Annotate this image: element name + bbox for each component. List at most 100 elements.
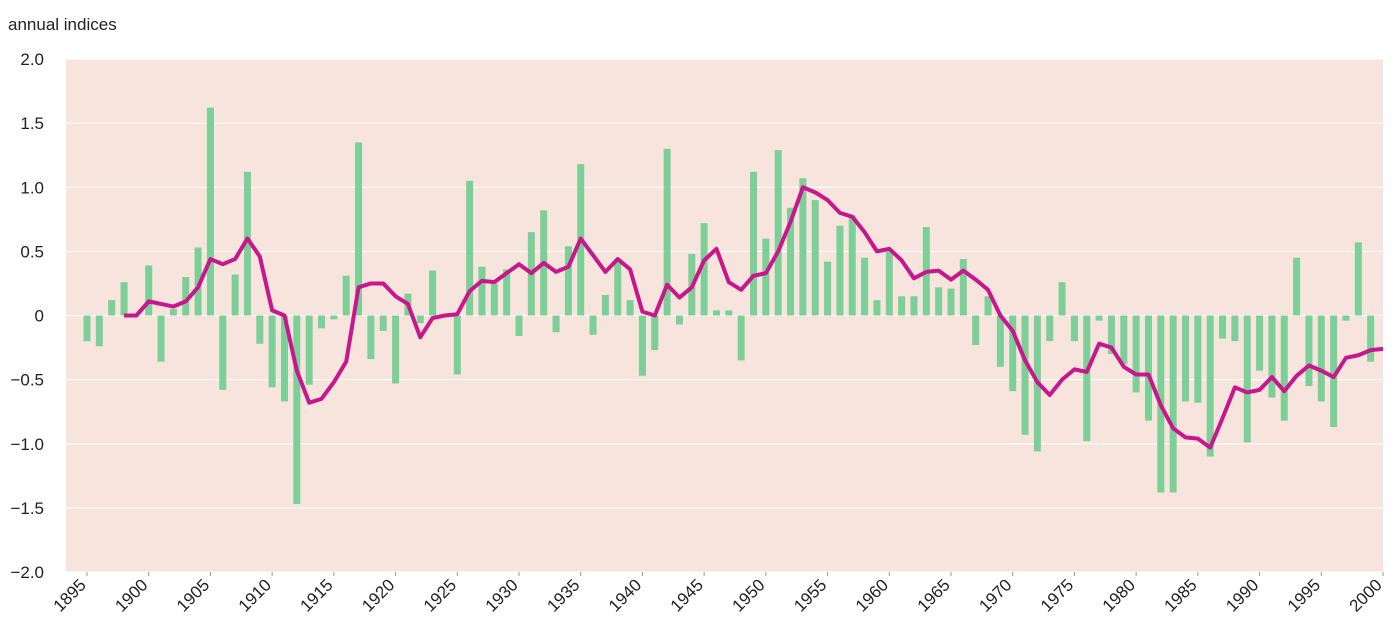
bar	[1009, 315, 1017, 392]
bar	[984, 296, 992, 316]
bar	[1243, 315, 1251, 443]
bar	[762, 238, 770, 316]
bar	[318, 315, 326, 329]
x-tick-label: 1980	[1099, 575, 1139, 615]
bar	[787, 207, 795, 316]
bar	[293, 315, 301, 505]
bar	[280, 315, 288, 402]
bar	[601, 294, 609, 316]
bar	[1058, 282, 1066, 316]
y-tick-label: 1.0	[20, 178, 44, 197]
bar	[614, 259, 622, 316]
y-tick-label: −1.0	[10, 435, 44, 454]
bar	[885, 251, 893, 316]
bar	[1219, 315, 1227, 339]
bar	[700, 223, 708, 316]
bar	[725, 310, 733, 316]
bar	[503, 269, 511, 316]
bar	[898, 296, 906, 316]
bar	[959, 259, 967, 316]
bar	[750, 171, 758, 316]
bar	[848, 215, 856, 316]
bar	[1046, 315, 1054, 342]
bar	[1354, 242, 1362, 316]
bar	[243, 171, 251, 316]
bar	[182, 277, 190, 316]
bar	[935, 287, 943, 316]
bar	[379, 315, 387, 331]
bar	[712, 310, 720, 316]
bar	[392, 315, 400, 384]
bar	[206, 107, 214, 316]
bar	[638, 315, 646, 376]
bar	[1231, 315, 1239, 342]
bar	[1206, 315, 1214, 457]
bar	[367, 315, 375, 360]
bar	[1280, 315, 1288, 421]
x-tick-label: 1940	[605, 575, 645, 615]
x-tick-label: 1970	[975, 575, 1015, 615]
bar	[564, 246, 572, 316]
bar	[342, 275, 350, 316]
x-tick-label: 1955	[790, 575, 830, 615]
bar	[737, 315, 745, 361]
x-tick-label: 1945	[667, 575, 707, 615]
x-tick-label: 1905	[173, 575, 213, 615]
bar	[231, 274, 239, 316]
bar	[515, 315, 523, 337]
x-tick-label: 1900	[111, 575, 151, 615]
bar	[330, 315, 338, 320]
bar	[466, 180, 474, 316]
x-tick-label: 2000	[1346, 575, 1386, 615]
bar	[824, 261, 832, 316]
bar	[972, 315, 980, 345]
bar	[1317, 315, 1325, 402]
y-tick-label: 2.0	[20, 50, 44, 69]
bar	[1169, 315, 1177, 493]
bar	[169, 309, 177, 316]
bar	[1182, 315, 1190, 402]
bar	[157, 315, 165, 362]
y-tick-label: 1.5	[20, 114, 44, 133]
bar	[589, 315, 597, 335]
bar	[1293, 257, 1301, 316]
x-tick-label: 1920	[358, 575, 398, 615]
bar	[478, 266, 486, 316]
bar	[1144, 315, 1152, 421]
bar	[305, 315, 313, 385]
y-tick-label: −1.5	[10, 499, 44, 518]
y-tick-label: −0.5	[10, 371, 44, 390]
bar	[256, 315, 264, 344]
bar	[1070, 315, 1078, 342]
bar	[1194, 315, 1202, 403]
bar	[1268, 315, 1276, 398]
bar	[861, 257, 869, 316]
bar	[873, 300, 881, 316]
x-tick-label: 1985	[1161, 575, 1201, 615]
bar	[675, 315, 683, 325]
bar	[910, 296, 918, 316]
x-tick-label: 1975	[1037, 575, 1077, 615]
bar	[774, 150, 782, 316]
bar	[429, 270, 437, 316]
bar	[1132, 315, 1140, 393]
bar	[799, 178, 807, 316]
bar	[947, 288, 955, 316]
bar	[145, 265, 153, 316]
bar	[490, 283, 498, 316]
bar	[355, 142, 363, 316]
bar	[194, 247, 202, 316]
bar	[836, 225, 844, 316]
y-tick-label: 0.5	[20, 242, 44, 261]
bar	[1107, 315, 1115, 354]
x-tick-label: 1960	[852, 575, 892, 615]
x-tick-label: 1995	[1284, 575, 1324, 615]
bar	[95, 315, 103, 347]
bar	[996, 315, 1004, 367]
bar	[83, 315, 91, 342]
bar	[1330, 315, 1338, 428]
bar	[219, 315, 227, 390]
trend-line	[124, 185, 1384, 450]
bar	[1083, 315, 1091, 442]
